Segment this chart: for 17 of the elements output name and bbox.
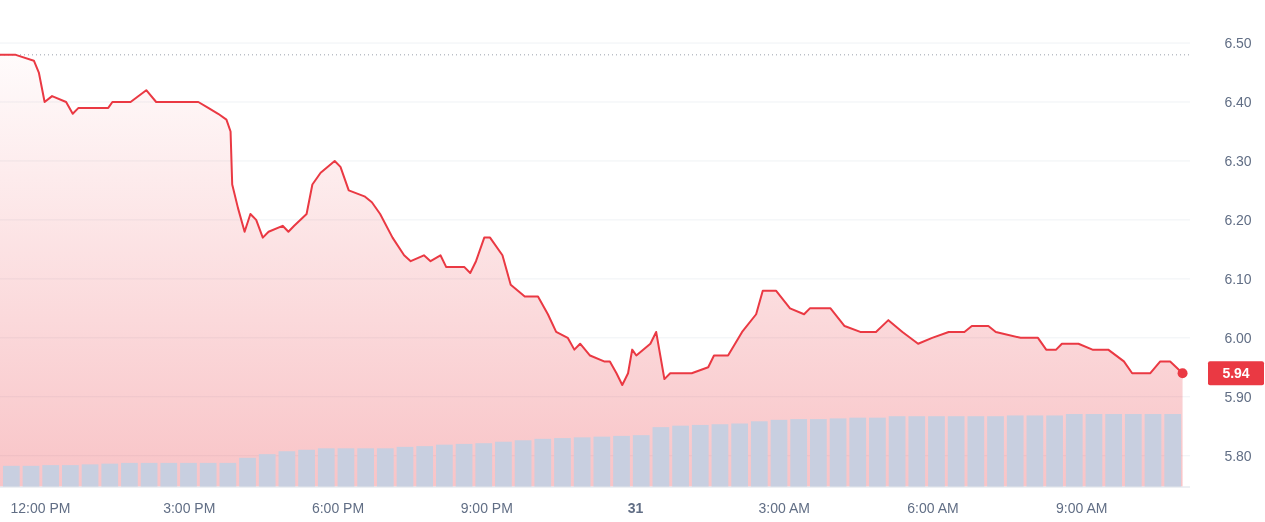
x-tick-label: 6:00 PM <box>311 500 365 516</box>
x-tick-label: 9:00 PM <box>460 500 513 516</box>
annotation: 5.94 <box>1222 365 1250 382</box>
x-tick-label: 9:00 AM <box>1056 500 1108 516</box>
y-tick-label: 6.20 <box>1224 211 1252 228</box>
x-tick-label: 12:00 PM <box>10 500 71 516</box>
x-tick-label: 6:00 AM <box>907 500 959 516</box>
y-tick-label: 6.00 <box>1224 329 1252 346</box>
y-tick-label: 6.10 <box>1224 270 1252 287</box>
y-tick-label: 6.50 <box>1224 35 1252 52</box>
y-tick-label: 5.80 <box>1224 447 1252 464</box>
y-tick-label: 6.40 <box>1224 94 1252 110</box>
x-tick-label: 3:00 AM <box>758 500 810 516</box>
x-tick-label: 3:00 PM <box>163 500 216 516</box>
x-tick-label: 31 <box>627 500 644 516</box>
y-tick-label: 5.90 <box>1224 388 1252 405</box>
y-tick-label: 6.30 <box>1224 152 1252 169</box>
